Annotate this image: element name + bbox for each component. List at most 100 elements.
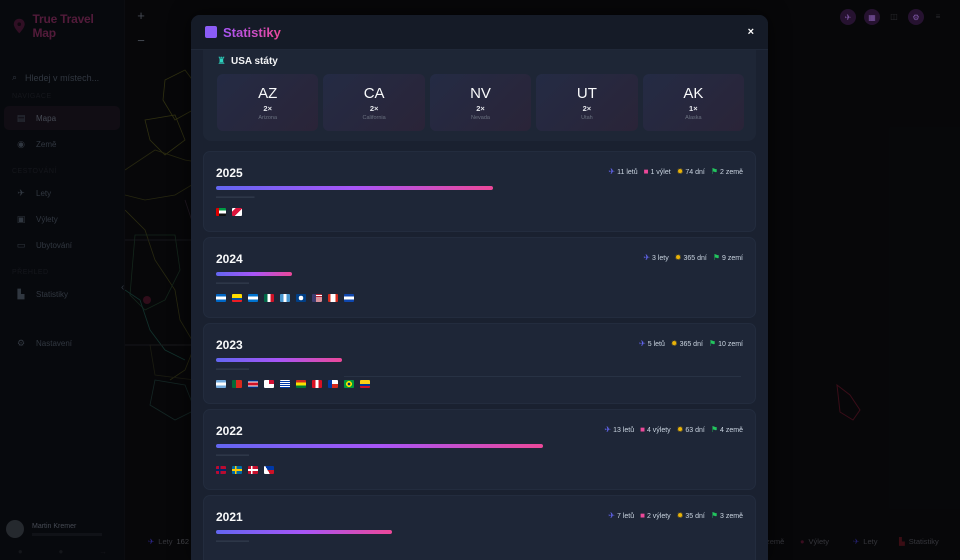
flag-mx[interactable] bbox=[264, 294, 274, 302]
sidebar-search[interactable]: ⌕ Hledej v místech... bbox=[12, 72, 112, 83]
year-progress-bar bbox=[216, 444, 543, 448]
menu-button[interactable]: ≡ bbox=[935, 12, 941, 21]
country-flags bbox=[216, 466, 274, 474]
flag-us[interactable] bbox=[312, 294, 322, 302]
state-tile-nv[interactable]: NV 2× Nevada bbox=[429, 74, 532, 131]
sidebar-item-nastaveni[interactable]: ⚙ Nastavení bbox=[4, 331, 120, 355]
stat-days: 35 dní bbox=[685, 512, 705, 520]
year-title: 2024 bbox=[216, 252, 243, 266]
year-card-2022[interactable]: 2022 ✈ 13 letů ■ 4 výlety ✹ 63 dní ⚑ 4 země … bbox=[203, 409, 756, 490]
flag-gt[interactable] bbox=[280, 294, 290, 302]
sidebar-item-statistiky[interactable]: ▙ Statistiky bbox=[4, 282, 120, 306]
flag-bz[interactable] bbox=[296, 294, 306, 302]
flag-ni[interactable] bbox=[216, 294, 226, 302]
year-progress-bar bbox=[216, 358, 342, 362]
sidebar-item-zeme[interactable]: ◉ Země bbox=[4, 132, 120, 156]
state-tile-az[interactable]: AZ 2× Arizona bbox=[217, 74, 319, 131]
sidebar-item-ubytovani[interactable]: ▭ Ubytování bbox=[4, 233, 120, 257]
flag-sv[interactable] bbox=[344, 294, 354, 302]
flag-hn[interactable] bbox=[248, 294, 258, 302]
language-icon[interactable]: ● bbox=[58, 547, 64, 556]
sidebar-item-mapa[interactable]: ▤ Mapa bbox=[4, 106, 120, 130]
flag-cr[interactable] bbox=[248, 380, 258, 388]
plane-icon: ✈ bbox=[17, 188, 25, 198]
modal-body[interactable]: ♜ USA státy AZ 2× Arizona CA 2× Californ… bbox=[191, 50, 768, 560]
layers-button[interactable]: ◫ bbox=[890, 12, 898, 21]
flag-pt[interactable] bbox=[232, 380, 242, 388]
legend-flights-2[interactable]: ✈ Lety bbox=[853, 537, 877, 546]
flag-dk[interactable] bbox=[248, 466, 258, 474]
state-tile-ak[interactable]: AK 1× Alaska bbox=[642, 74, 745, 131]
stat-trips: 2 výlety bbox=[646, 512, 671, 520]
flag-ph[interactable] bbox=[264, 466, 274, 474]
year-title: 2025 bbox=[216, 166, 243, 180]
flag-pe[interactable] bbox=[312, 380, 322, 388]
flag-pa[interactable] bbox=[264, 380, 274, 388]
flag-br[interactable] bbox=[344, 380, 354, 388]
plane-toggle-button[interactable]: ✈ bbox=[840, 9, 856, 25]
chart-icon: ▙ bbox=[899, 537, 905, 546]
flag-uy[interactable] bbox=[280, 380, 290, 388]
bar-caption: ▬▬▬▬▬▬ bbox=[216, 280, 249, 286]
flag-cl[interactable] bbox=[328, 380, 338, 388]
section-label: PŘEHLED bbox=[12, 269, 49, 276]
flag-icon: ⚑ bbox=[712, 253, 720, 262]
plane-icon: ✈ bbox=[853, 537, 860, 546]
user-profile[interactable]: Martin Kremer bbox=[0, 520, 125, 538]
flag-se[interactable] bbox=[232, 466, 242, 474]
zoom-in-button[interactable]: + bbox=[137, 8, 145, 23]
flag-np[interactable] bbox=[232, 208, 242, 216]
legend-flights[interactable]: ✈ Lety 162 bbox=[148, 537, 189, 546]
bag-icon: ■ bbox=[640, 511, 645, 520]
flag-ar[interactable] bbox=[216, 380, 226, 388]
plane-icon: ✈ bbox=[604, 425, 612, 434]
theme-icon[interactable]: ● bbox=[17, 547, 23, 556]
sidebar-item-lety[interactable]: ✈ Lety bbox=[4, 181, 120, 205]
stat-flights: 13 letů bbox=[613, 426, 635, 434]
legend-statistics[interactable]: ▙ Statistiky bbox=[899, 537, 939, 546]
legend-label: Výlety bbox=[808, 537, 829, 546]
divider bbox=[344, 376, 741, 377]
sidebar-item-vylety[interactable]: ▣ Výlety bbox=[4, 207, 120, 231]
gear-icon: ⚙ bbox=[16, 338, 26, 348]
legend-trips[interactable]: ● Výlety bbox=[800, 537, 829, 546]
statistics-modal: Statistiky × ♜ USA státy AZ 2× Arizona C… bbox=[191, 15, 768, 560]
bag-icon: ● bbox=[800, 537, 805, 546]
search-placeholder: Hledej v místech... bbox=[25, 72, 100, 83]
legend-value: 162 bbox=[176, 537, 189, 546]
state-tile-ut[interactable]: UT 2× Utah bbox=[536, 74, 638, 131]
flag-no[interactable] bbox=[216, 466, 226, 474]
map-icon: ▤ bbox=[16, 113, 26, 123]
year-stats: ✈ 11 letů ■ 1 výlet ✹ 74 dní ⚑ 2 země bbox=[608, 168, 743, 176]
year-card-2024[interactable]: 2024 ✈ 3 lety ✹ 365 dní ⚑ 9 zemí ▬▬▬▬▬▬ bbox=[203, 237, 756, 318]
zoom-out-button[interactable]: − bbox=[137, 33, 145, 48]
flag-ae[interactable] bbox=[216, 208, 226, 216]
chart-icon bbox=[205, 26, 217, 38]
year-card-2021[interactable]: 2021 ✈ 7 letů ■ 2 výlety ✹ 35 dní ⚑ 3 země ▬… bbox=[203, 495, 756, 560]
calendar-toggle-button[interactable]: ▦ bbox=[864, 9, 880, 25]
usa-states-title: ♜ USA státy bbox=[217, 52, 744, 70]
state-name: California bbox=[362, 114, 386, 121]
logout-icon[interactable]: → bbox=[99, 547, 108, 556]
brand[interactable]: True Travel Map bbox=[0, 0, 124, 52]
state-code: AK bbox=[683, 84, 704, 102]
year-stats: ✈ 3 lety ✹ 365 dní ⚑ 9 zemí bbox=[643, 254, 743, 262]
flag-ca[interactable] bbox=[328, 294, 338, 302]
flag-ec[interactable] bbox=[232, 294, 242, 302]
settings-toggle-button[interactable]: ⚙ bbox=[908, 9, 924, 25]
app-name: True Travel Map bbox=[32, 12, 94, 40]
collapse-sidebar-button[interactable]: ‹ bbox=[121, 282, 125, 293]
close-button[interactable]: × bbox=[747, 26, 754, 38]
year-stats: ✈ 13 letů ■ 4 výlety ✹ 63 dní ⚑ 4 země bbox=[604, 426, 743, 434]
state-tile-ca[interactable]: CA 2× California bbox=[323, 74, 425, 131]
bar-caption: ▬▬▬▬▬▬ bbox=[216, 366, 249, 372]
year-card-2023[interactable]: 2023 ✈ 5 letů ✹ 365 dní ⚑ 10 zemí ▬▬▬▬▬▬ bbox=[203, 323, 756, 404]
map-pin-icon bbox=[13, 18, 25, 34]
flag-co[interactable] bbox=[360, 380, 370, 388]
flag-bo[interactable] bbox=[296, 380, 306, 388]
user-email bbox=[32, 532, 102, 536]
usa-title-text: USA státy bbox=[230, 55, 278, 67]
user-name: Martin Kremer bbox=[32, 522, 77, 530]
year-card-2025[interactable]: 2025 ✈ 11 letů ■ 1 výlet ✹ 74 dní ⚑ 2 země ▬… bbox=[203, 151, 756, 232]
legend-countries[interactable]: země bbox=[766, 537, 784, 546]
